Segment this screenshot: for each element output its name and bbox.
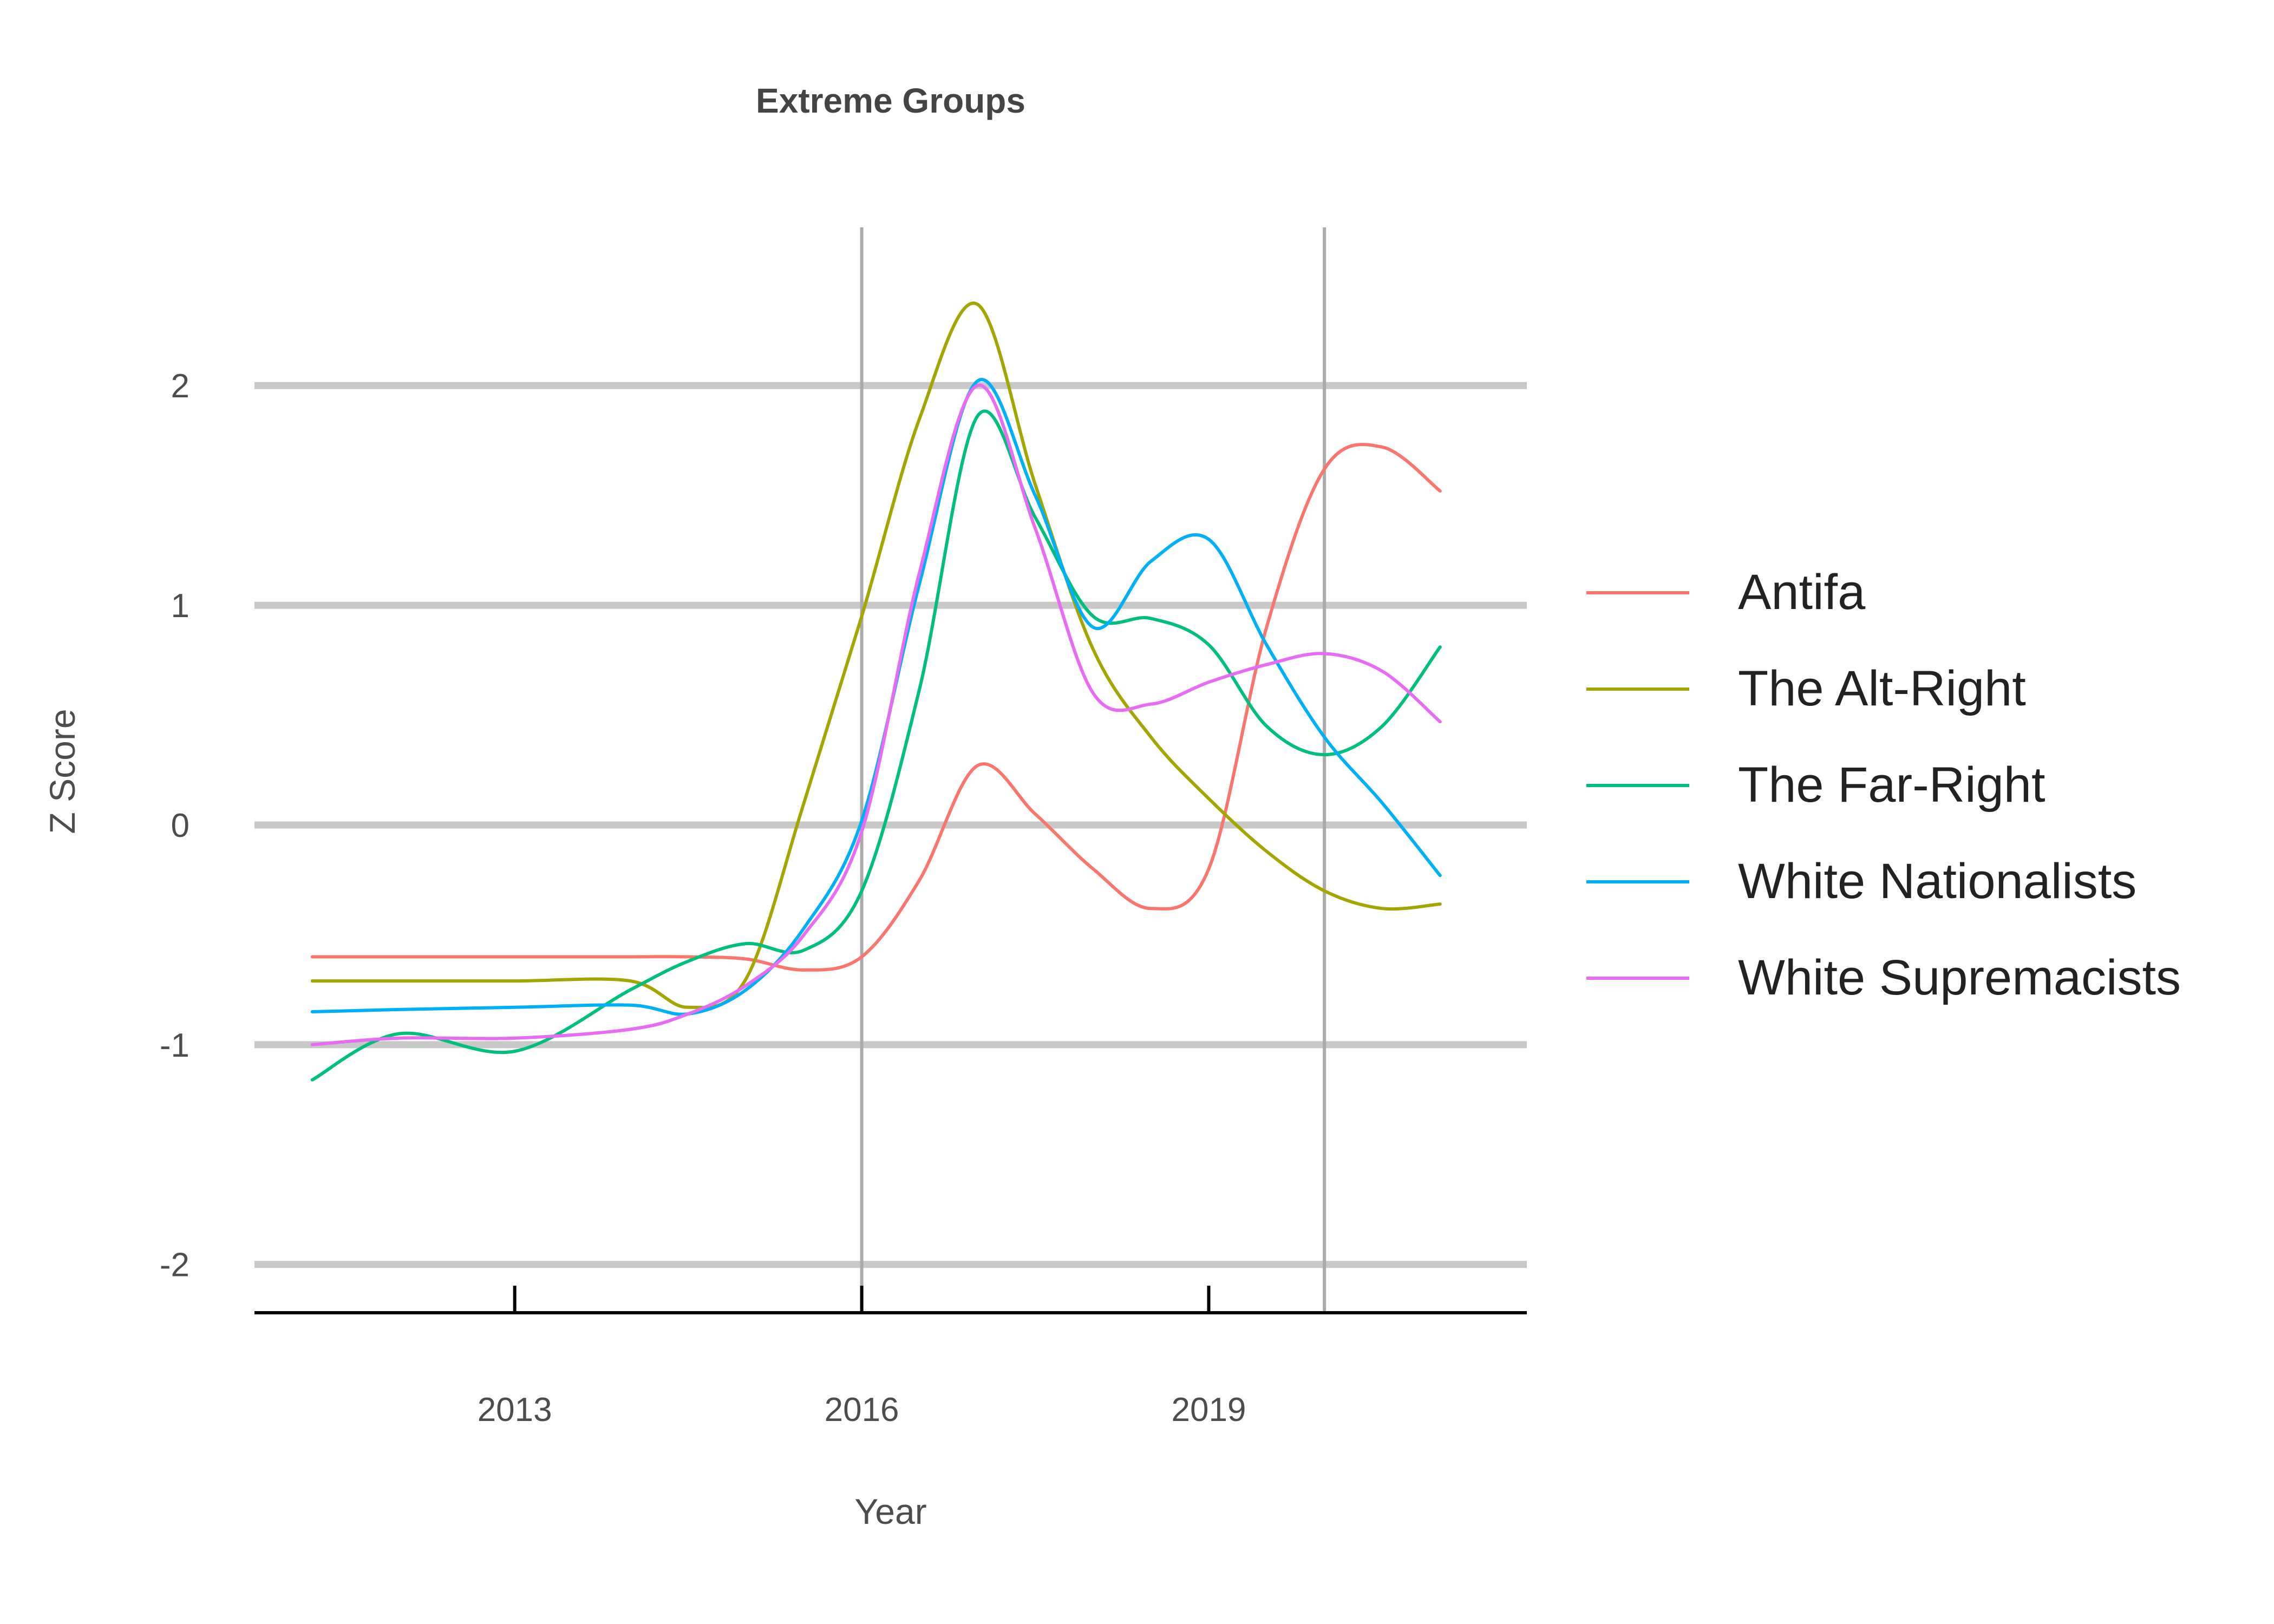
y-axis-title: Z Score (42, 709, 82, 834)
axis-layer: 2013 2016 2019 (254, 1286, 1527, 1429)
x-tick-label: 2019 (1172, 1391, 1246, 1429)
legend-label-antifa: Antifa (1738, 565, 1866, 620)
legend-label-the-alt-right: The Alt-Right (1738, 661, 2026, 716)
y-tick-label: -2 (160, 1247, 190, 1284)
series-line-white-supremacists (310, 383, 1442, 1046)
legend: Antifa The Alt-Right The Far-Right White Na… (1586, 565, 2181, 1005)
grid-layer: -2 -1 0 1 2 (160, 368, 1527, 1284)
y-tick-label: 1 (171, 587, 190, 625)
series-layer (310, 302, 1442, 1082)
legend-label-white-supremacists: White Supremacists (1738, 950, 2181, 1005)
x-tick-label: 2013 (478, 1391, 552, 1429)
series-line-the-far-right (310, 409, 1442, 1082)
reference-lines (860, 227, 1327, 1313)
series-line-white-nationalists (310, 378, 1442, 1016)
legend-label-white-nationalists: White Nationalists (1738, 854, 2136, 909)
chart-title: Extreme Groups (756, 81, 1025, 120)
x-tick-label: 2016 (825, 1391, 899, 1429)
y-tick-label: 0 (171, 807, 190, 844)
legend-label-the-far-right: The Far-Right (1738, 757, 2046, 813)
series-line-antifa (310, 443, 1442, 972)
series-line-the-alt-right (310, 302, 1442, 1010)
y-tick-label: 2 (171, 368, 190, 405)
y-tick-label: -1 (160, 1027, 190, 1064)
x-axis-title: Year (854, 1491, 926, 1531)
